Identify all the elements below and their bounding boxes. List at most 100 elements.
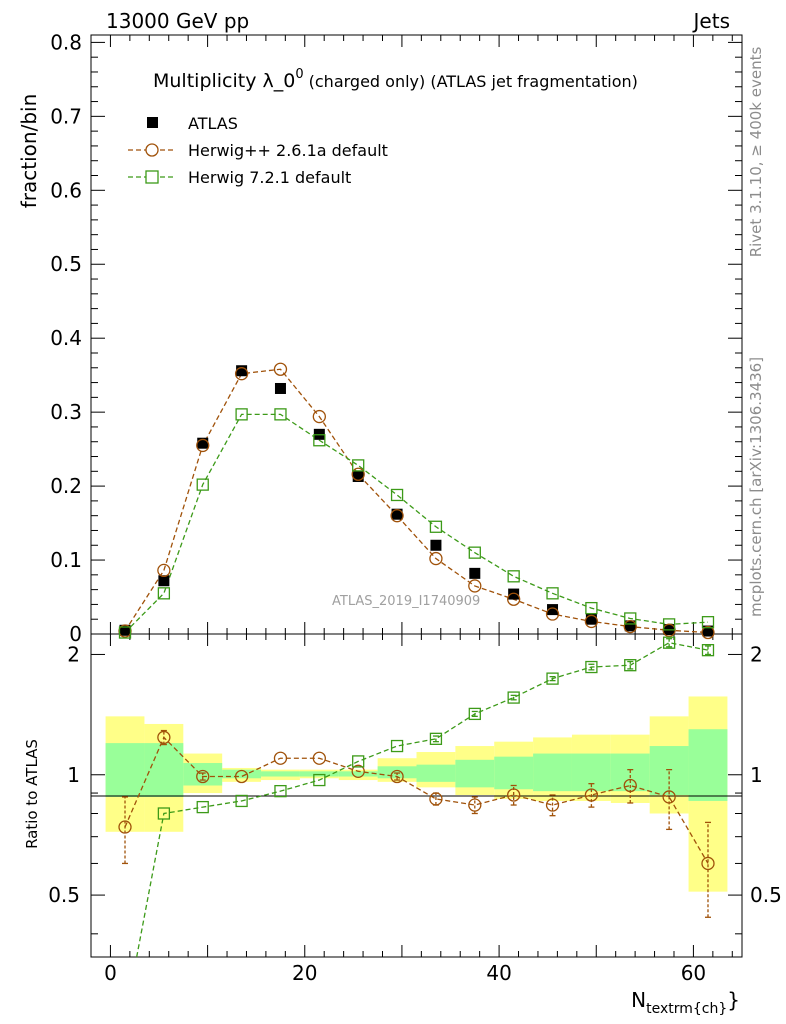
x-axis-label-brace: }: [727, 988, 740, 1012]
main-point-herwigpp-11: [545, 607, 560, 621]
title-main: Multiplicity λ_0: [153, 70, 295, 92]
y-tick-label-main-0.2: 0.2: [50, 474, 82, 498]
ratio-point-herwigpp-15: [701, 856, 715, 871]
y-tick-label-main-0.5: 0.5: [50, 252, 82, 276]
ratio-point-herwig7-14: [662, 636, 676, 649]
header-observable: Jets: [692, 9, 730, 33]
y-tick-label-main-0.6: 0.6: [50, 178, 82, 202]
x-tick-label-20: 20: [292, 961, 317, 985]
y-tick-label-ratio-left-0.5: 0.5: [48, 883, 80, 907]
ratio-point-herwigpp-1: [157, 730, 171, 745]
main-point-herwigpp-8: [429, 551, 443, 566]
main-point-atlas-2: [197, 437, 209, 449]
ratio-point-herwig7-7: [390, 739, 404, 753]
ratio-point-herwigpp-7: [390, 769, 404, 784]
ratio-point-herwig7-6: [352, 755, 365, 768]
main-point-herwigpp-6: [351, 467, 365, 481]
ratio-point-herwigpp-2: [196, 769, 210, 784]
main-point-atlas-7: [391, 508, 403, 520]
main-point-herwig7-3: [235, 408, 248, 421]
y-tick-label-main-0: 0: [69, 622, 82, 646]
plot-title: Multiplicity λ_00 (charged only) (ATLAS j…: [153, 67, 638, 92]
band-inner-8: [416, 764, 456, 782]
main-point-herwigpp-10: [507, 592, 521, 606]
y-tick-label-ratio-left-2: 2: [67, 642, 80, 666]
main-point-herwig7-11: [546, 587, 559, 600]
ratio-point-herwig7-11: [546, 672, 559, 685]
main-point-herwig7-8: [429, 520, 443, 533]
main-line-herwigpp: [124, 368, 709, 634]
title-suffix: (charged only) (ATLAS jet fragmentation): [309, 72, 638, 91]
legend-label-herwig7: Herwig 7.2.1 default: [188, 168, 351, 187]
legend-label-atlas: ATLAS: [188, 114, 238, 133]
ratio-point-herwigpp-5: [312, 751, 326, 765]
main-point-herwig7-5: [313, 434, 326, 447]
ratio-point-herwigpp-14: [662, 790, 676, 804]
main-point-atlas-1: [158, 575, 170, 587]
ratio-point-herwig7-1: [157, 807, 171, 820]
band-inner-7: [377, 766, 417, 779]
main-point-herwig7-1: [157, 587, 171, 600]
y-axis-label-ratio: Ratio to ATLAS: [23, 739, 41, 849]
band-inner-10: [494, 756, 534, 790]
ratio-line-herwigpp: [124, 736, 709, 864]
ratio-point-herwig7-5: [313, 773, 326, 787]
title-superscript: 0: [295, 67, 303, 82]
band-inner-15: [688, 729, 728, 801]
main-point-herwig7-10: [507, 570, 520, 583]
main-point-herwig7-6: [352, 459, 365, 472]
header-process: 13000 GeV pp: [106, 9, 249, 33]
main-point-herwig7-15: [701, 616, 715, 629]
main-point-herwigpp-4: [273, 362, 288, 376]
main-point-herwigpp-15: [701, 625, 715, 640]
ratio-point-herwigpp-9: [468, 798, 482, 812]
ratio-point-herwigpp-12: [584, 788, 599, 802]
side-label-mcplots: mcplots.cern.ch [arXiv:1306.3436]: [747, 357, 765, 617]
y-tick-label-main-0.4: 0.4: [50, 326, 82, 350]
band-inner-9: [455, 759, 495, 788]
ratio-point-herwig7-15: [701, 644, 715, 657]
ratio-point-herwigpp-6: [351, 764, 365, 778]
ratio-point-herwigpp-13: [623, 778, 637, 793]
ratio-point-herwig7-4: [274, 784, 287, 798]
legend: ATLAS Herwig++ 2.6.1a default Herwig 7.2…: [128, 114, 388, 187]
x-axis-label-main: N: [631, 988, 646, 1012]
ratio-point-herwigpp-10: [507, 788, 521, 802]
main-point-herwig7-2: [196, 478, 209, 491]
main-point-herwigpp-13: [623, 619, 637, 634]
main-point-herwigpp-7: [390, 509, 404, 523]
y-tick-label-main-0.1: 0.1: [50, 548, 82, 572]
ratio-line-herwig7: [136, 642, 709, 958]
y-tick-label-main-0.3: 0.3: [50, 400, 82, 424]
band-inner-4: [261, 771, 300, 777]
band-inner-0: [105, 743, 145, 797]
legend-marker-herwig7: [145, 170, 159, 184]
side-label-rivet: Rivet 3.1.10, ≥ 400k events: [747, 47, 765, 258]
main-point-herwig7-9: [468, 546, 481, 559]
main-point-atlas-12: [585, 613, 597, 625]
main-point-herwig7-7: [390, 488, 404, 502]
ratio-point-herwigpp-0: [118, 820, 132, 834]
ratio-point-herwig7-13: [624, 659, 637, 672]
ratio-point-herwigpp-11: [545, 798, 560, 812]
main-point-atlas-11: [547, 604, 559, 616]
y-tick-label-ratio-right-0.5: 0.5: [750, 883, 782, 907]
main-point-herwigpp-12: [584, 614, 599, 629]
ratio-point-herwig7-2: [196, 800, 209, 814]
main-point-atlas-9: [469, 567, 481, 579]
main-point-herwigpp-2: [196, 438, 210, 453]
ratio-point-herwig7-3: [235, 794, 248, 808]
main-point-herwigpp-9: [468, 579, 482, 593]
main-point-atlas-13: [624, 620, 636, 632]
main-line-herwig7: [124, 413, 709, 633]
x-tick-label-40: 40: [486, 961, 511, 985]
x-tick-label-0: 0: [104, 961, 117, 985]
band-inner-1: [144, 743, 184, 797]
main-point-herwig7-0: [118, 626, 132, 639]
y-tick-label-main-0.8: 0.8: [50, 30, 82, 54]
y-tick-label-ratio-right-1: 1: [750, 763, 763, 787]
main-point-atlas-3: [236, 365, 248, 377]
ratio-point-herwigpp-3: [234, 769, 249, 784]
band-inner-6: [338, 771, 378, 777]
